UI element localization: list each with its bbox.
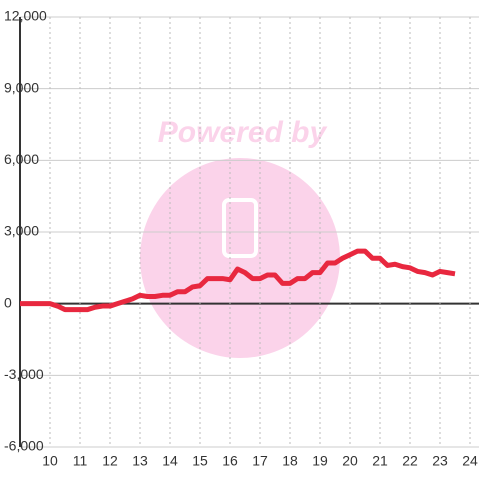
x-tick-label: 24 [462, 453, 478, 469]
y-tick-label: 9,000 [4, 79, 39, 95]
x-tick-label: 12 [102, 453, 118, 469]
x-tick-label: 16 [222, 453, 238, 469]
x-tick-label: 11 [73, 453, 88, 469]
y-tick-label: -6,000 [4, 438, 44, 454]
x-tick-label: 22 [402, 453, 418, 469]
line [20, 248, 456, 313]
x-tick-label: 13 [132, 453, 148, 469]
y-tick-label: 12,000 [4, 8, 47, 24]
x-tick-label: 21 [372, 453, 388, 469]
x-tick-label: 20 [342, 453, 358, 469]
y-tick-label: 6,000 [4, 151, 39, 167]
x-tick-label: 10 [42, 453, 58, 469]
x-tick-label: 17 [252, 453, 268, 469]
x-tick-label: 19 [312, 453, 328, 469]
y-tick-label: 0 [4, 294, 12, 310]
x-tick-label: 23 [432, 453, 448, 469]
watermark-text: Powered by [158, 116, 328, 149]
x-tick-label: 14 [162, 453, 178, 469]
y-tick-label: -3,000 [4, 366, 44, 382]
watermark-icon [222, 198, 258, 258]
y-tick-label: 3,000 [4, 223, 39, 239]
x-tick-label: 15 [192, 453, 208, 469]
x-tick-label: 18 [282, 453, 298, 469]
